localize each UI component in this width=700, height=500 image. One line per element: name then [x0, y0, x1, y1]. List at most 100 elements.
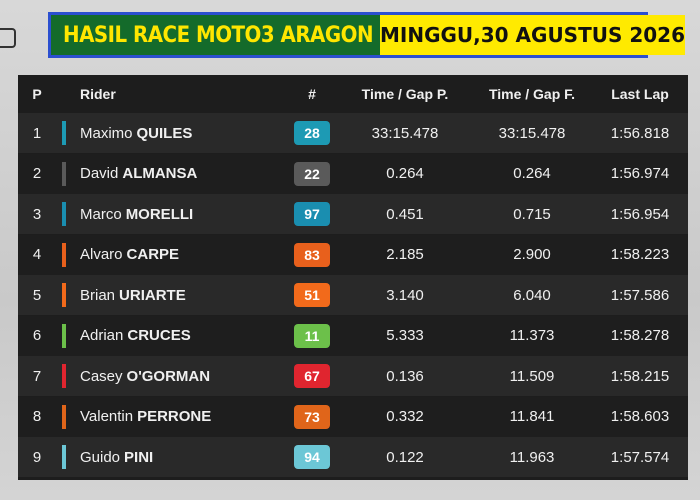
banner: HASIL RACE MOTO3 ARAGON HARI INI MINGGU,…	[48, 12, 685, 58]
last-lap: 1:58.223	[610, 246, 670, 263]
table-row: 2 David ALMANSA 22 0.264 0.264 1:56.974	[18, 153, 688, 194]
team-color	[62, 364, 66, 388]
first-name: Casey	[80, 367, 123, 385]
banner-date: MINGGU,30 AGUSTUS 2026	[380, 15, 685, 55]
gap-first: 6.040	[513, 286, 551, 304]
last-lap: 1:57.586	[610, 286, 670, 304]
column-header: Time / Gap F.	[488, 85, 576, 102]
last-lap: 1:56.818	[610, 124, 670, 142]
column-header: Rider	[80, 85, 116, 102]
position: 4	[32, 246, 42, 263]
last-name: URIARTE	[119, 286, 186, 304]
column-header: #	[308, 85, 316, 102]
last-name: O'GORMAN	[126, 367, 211, 385]
first-name: Guido	[80, 448, 121, 466]
table-row: 1 Maximo QUILES 28 33:15.478 33:15.478 1:56.81…	[18, 113, 688, 153]
last-lap: 1:56.954	[610, 205, 670, 223]
team-color	[62, 121, 66, 145]
team-color	[62, 161, 66, 186]
gap-previous: 33:15.478	[371, 124, 439, 142]
gap-previous: 0.264	[386, 165, 424, 182]
position: 8	[32, 408, 42, 425]
rider-name: Casey O'GORMAN	[80, 356, 210, 396]
banner-title: HASIL RACE MOTO3 ARAGON HARI INI	[51, 15, 469, 55]
first-name: Marco	[80, 205, 122, 223]
first-name: Brian	[80, 286, 116, 304]
rider-name: Guido PINI	[80, 437, 153, 477]
rider-number: 67	[294, 364, 330, 388]
rider-number: 94	[294, 445, 330, 469]
position: 6	[32, 327, 42, 344]
gap-previous: 0.136	[386, 367, 424, 385]
rider-name: Adrian CRUCES	[80, 316, 191, 356]
table-row: 9 Guido PINI 94 0.122 11.963 1:57.574	[18, 437, 688, 477]
gap-previous: 0.451	[386, 205, 424, 223]
team-color	[62, 202, 66, 226]
first-name: Maximo	[80, 124, 133, 142]
rider-name: Alvaro CARPE	[80, 235, 179, 275]
last-lap: 1:58.603	[610, 408, 670, 425]
rider-number: 22	[294, 161, 330, 186]
rider-name: Marco MORELLI	[80, 194, 193, 234]
last-name: PERRONE	[137, 408, 212, 425]
gap-previous: 2.185	[386, 246, 424, 263]
column-header: P	[32, 85, 42, 102]
last-name: CARPE	[126, 246, 180, 263]
team-color	[62, 242, 66, 267]
first-name: Adrian	[80, 327, 124, 344]
rider-number: 83	[294, 242, 330, 267]
header-row: P Rider # Time / Gap P. Time / Gap F. Last La…	[18, 75, 688, 112]
position: 7	[32, 367, 42, 385]
last-lap: 1:57.574	[610, 448, 670, 466]
table-row: 7 Casey O'GORMAN 67 0.136 11.509 1:58.215	[18, 356, 688, 396]
gap-previous: 3.140	[386, 286, 424, 304]
gap-first: 2.900	[513, 246, 551, 263]
rider-number: 28	[294, 121, 330, 145]
gap-first: 33:15.478	[498, 124, 566, 142]
gap-first: 11.373	[509, 327, 555, 344]
rider-name: Valentin PERRONE	[80, 397, 211, 437]
column-header: Last Lap	[611, 85, 669, 102]
last-lap: 1:58.278	[610, 327, 670, 344]
gap-first: 0.715	[513, 205, 551, 223]
last-name: PINI	[124, 448, 154, 466]
gap-first: 0.264	[513, 165, 551, 182]
column-header: Time / Gap P.	[361, 85, 449, 102]
position: 1	[32, 124, 42, 142]
first-name: Valentin	[80, 408, 134, 425]
table-row: 6 Adrian CRUCES 11 5.333 11.373 1:58.278	[18, 315, 688, 356]
rider-number: 51	[294, 283, 330, 307]
team-color	[62, 283, 66, 307]
position: 5	[32, 286, 42, 304]
last-lap: 1:56.974	[610, 165, 670, 182]
first-name: David	[80, 165, 119, 182]
team-color	[62, 404, 66, 429]
team-color	[62, 323, 66, 348]
last-name: ALMANSA	[122, 165, 198, 182]
rider-name: David ALMANSA	[80, 154, 197, 194]
table-row: 4 Alvaro CARPE 83 2.185 2.900 1:58.223	[18, 234, 688, 275]
last-lap: 1:58.215	[610, 367, 670, 385]
gap-previous: 5.333	[386, 327, 424, 344]
rider-number: 97	[294, 202, 330, 226]
position: 3	[32, 205, 42, 223]
table-row: 3 Marco MORELLI 97 0.451 0.715 1:56.954	[18, 194, 688, 234]
last-name: QUILES	[136, 124, 193, 142]
table-row: 5 Brian URIARTE 51 3.140 6.040 1:57.586	[18, 275, 688, 315]
gap-previous: 0.332	[386, 408, 424, 425]
rider-name: Maximo QUILES	[80, 113, 192, 153]
gap-previous: 0.122	[386, 448, 424, 466]
rider-name: Brian URIARTE	[80, 275, 186, 315]
icon	[0, 28, 16, 48]
gap-first: 11.509	[509, 367, 555, 385]
rider-number: 73	[294, 404, 330, 429]
position: 9	[32, 448, 42, 466]
gap-first: 11.841	[509, 408, 555, 425]
rider-number: 11	[294, 323, 330, 348]
results-table: P Rider # Time / Gap P. Time / Gap F. Last La…	[18, 75, 688, 480]
team-color	[62, 445, 66, 469]
last-name: CRUCES	[127, 327, 191, 344]
table-row: 8 Valentin PERRONE 73 0.332 11.841 1:58.603	[18, 396, 688, 437]
first-name: Alvaro	[80, 246, 123, 263]
